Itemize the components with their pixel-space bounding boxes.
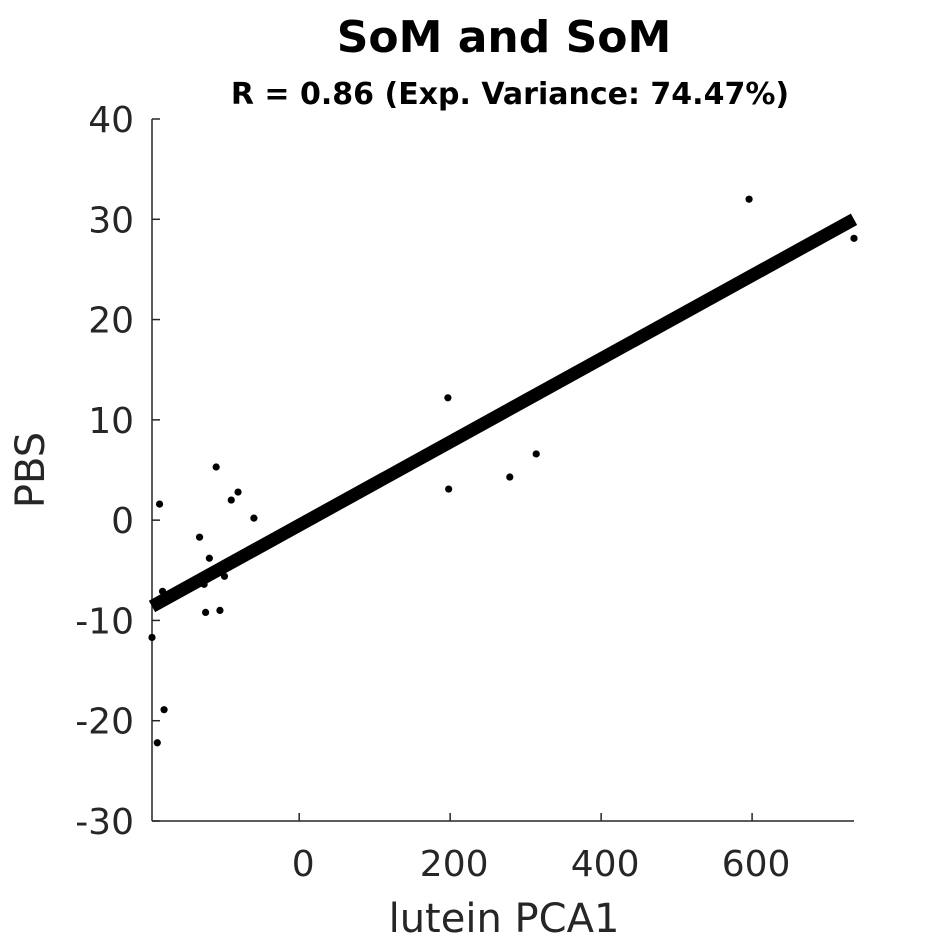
data-point bbox=[445, 485, 453, 493]
data-point bbox=[148, 633, 156, 642]
chart-title: SoM and SoM bbox=[337, 12, 672, 63]
x-tick-label: 0 bbox=[292, 844, 315, 885]
regression-line bbox=[148, 213, 858, 613]
chart-subtitle: R = 0.86 (Exp. Variance: 74.47%) bbox=[231, 77, 789, 112]
regression-line-group bbox=[148, 213, 858, 613]
data-point bbox=[158, 587, 167, 595]
axes bbox=[151, 118, 854, 822]
data-point bbox=[234, 488, 242, 496]
data-points bbox=[148, 195, 858, 747]
data-point bbox=[205, 554, 213, 562]
y-tick-label: -30 bbox=[75, 802, 134, 843]
y-tick-label: 40 bbox=[88, 100, 134, 141]
x-tick-label: 400 bbox=[571, 844, 640, 885]
data-point bbox=[532, 450, 540, 458]
x-axis-label: lutein PCA1 bbox=[389, 896, 620, 942]
data-point bbox=[216, 606, 224, 615]
y-tick-label: 30 bbox=[88, 200, 134, 241]
data-point bbox=[444, 394, 452, 402]
x-tick-label: 200 bbox=[420, 844, 489, 885]
data-point bbox=[220, 572, 229, 580]
data-point bbox=[195, 533, 204, 541]
y-tick-label: 0 bbox=[111, 501, 134, 542]
data-point bbox=[250, 514, 258, 522]
y-tick-label: -10 bbox=[75, 601, 134, 642]
data-point bbox=[160, 706, 168, 714]
data-point bbox=[155, 500, 164, 508]
y-axis-label: PBS bbox=[8, 432, 54, 508]
data-point bbox=[212, 463, 220, 471]
y-tick-label: -20 bbox=[75, 702, 134, 743]
data-point bbox=[227, 496, 235, 504]
data-point bbox=[506, 473, 514, 481]
y-tick-label: 10 bbox=[88, 401, 134, 442]
data-point bbox=[200, 580, 208, 588]
data-point bbox=[153, 739, 161, 747]
x-tick-label: 600 bbox=[722, 844, 791, 885]
data-point bbox=[201, 608, 210, 617]
y-tick-label: 20 bbox=[88, 301, 134, 342]
data-point bbox=[745, 195, 753, 203]
data-point bbox=[850, 234, 858, 242]
